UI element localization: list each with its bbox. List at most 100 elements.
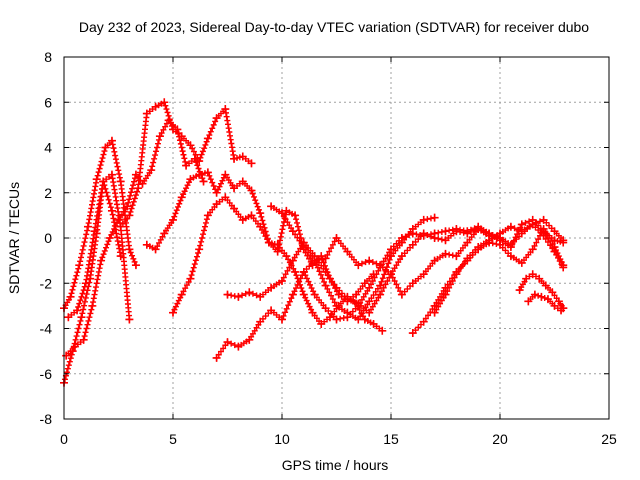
data-point — [387, 245, 395, 254]
data-point — [408, 279, 417, 288]
data-point — [463, 227, 472, 236]
data-point — [203, 134, 212, 143]
series-arc-14 — [524, 290, 568, 315]
data-point — [230, 154, 239, 163]
data-points — [60, 98, 568, 387]
y-tick-label: -6 — [40, 366, 53, 382]
data-point — [517, 227, 526, 236]
data-point — [343, 295, 352, 304]
data-point — [539, 215, 548, 224]
data-point — [223, 290, 232, 299]
data-point — [221, 193, 230, 202]
data-point — [247, 159, 256, 168]
data-point — [291, 211, 300, 220]
data-point — [452, 270, 461, 279]
data-point — [101, 143, 110, 152]
data-point — [267, 283, 276, 292]
data-point — [221, 170, 230, 179]
data-point — [142, 240, 151, 249]
series-arc-13 — [515, 270, 568, 313]
data-point — [452, 252, 461, 261]
data-point — [343, 247, 352, 256]
data-point — [107, 170, 116, 179]
data-point — [419, 317, 428, 326]
data-point — [66, 292, 75, 301]
data-point — [83, 222, 92, 231]
series-arc-5 — [116, 98, 256, 231]
data-point — [369, 319, 378, 328]
data-point — [151, 245, 160, 254]
data-point — [332, 301, 341, 310]
data-point — [116, 177, 125, 186]
data-point — [288, 290, 297, 299]
data-point — [506, 252, 515, 261]
data-point — [332, 234, 341, 242]
data-point — [376, 261, 385, 270]
data-point — [559, 261, 568, 270]
data-point — [517, 220, 526, 229]
data-point — [537, 292, 546, 301]
data-point — [506, 243, 515, 252]
data-point — [230, 204, 239, 213]
data-point — [81, 279, 90, 288]
data-point — [528, 270, 537, 279]
data-point — [212, 200, 221, 209]
data-point — [238, 152, 247, 161]
data-point — [310, 290, 319, 299]
data-point — [387, 252, 395, 261]
data-point — [212, 353, 221, 362]
x-tick-label: 20 — [492, 431, 508, 447]
data-point — [64, 313, 73, 322]
data-point — [517, 258, 526, 267]
x-tick-label: 10 — [274, 431, 290, 447]
data-point — [522, 274, 531, 283]
data-point — [273, 247, 282, 256]
data-point — [299, 267, 308, 276]
data-point — [559, 236, 568, 245]
data-point — [264, 238, 273, 247]
data-point — [288, 256, 297, 265]
y-tick-label: 8 — [44, 49, 52, 65]
data-point — [256, 292, 265, 301]
data-point — [186, 141, 195, 150]
data-point — [79, 335, 88, 344]
data-point — [169, 308, 177, 317]
data-point — [282, 252, 291, 261]
y-tick-label: 0 — [44, 230, 52, 246]
data-point — [131, 170, 140, 179]
series-arc-6 — [142, 168, 378, 306]
data-point — [212, 114, 221, 123]
data-point — [441, 236, 450, 245]
data-point — [245, 288, 254, 297]
data-point — [441, 227, 450, 236]
data-point — [408, 329, 417, 338]
data-point — [317, 319, 326, 328]
data-point — [474, 224, 483, 233]
data-point — [116, 252, 125, 261]
data-point — [485, 229, 494, 238]
data-point — [212, 188, 221, 197]
data-point — [230, 184, 239, 193]
data-point — [125, 245, 134, 254]
data-point — [524, 297, 533, 306]
data-point — [528, 220, 537, 229]
data-point — [273, 240, 282, 249]
data-point — [441, 290, 450, 299]
data-point — [354, 261, 363, 270]
data-point — [299, 290, 308, 299]
data-point — [195, 245, 204, 254]
y-axis-label: SDTVAR / TECUs — [6, 182, 22, 294]
data-point — [256, 222, 265, 231]
data-point — [321, 281, 330, 290]
x-axis-label: GPS time / hours — [282, 457, 389, 473]
data-point — [528, 245, 537, 254]
data-point — [147, 166, 156, 175]
data-point — [365, 256, 374, 265]
data-point — [463, 254, 472, 263]
data-point — [550, 227, 559, 236]
data-point — [177, 193, 186, 202]
data-point — [234, 342, 243, 351]
data-point — [354, 315, 363, 324]
series-arc-3 — [64, 177, 125, 322]
